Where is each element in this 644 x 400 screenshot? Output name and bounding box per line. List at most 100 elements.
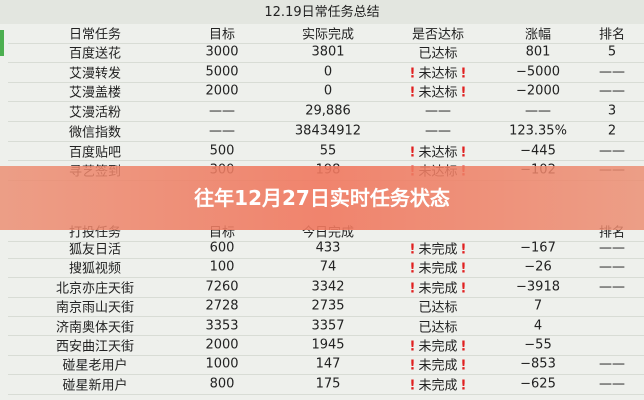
table-cell: —— xyxy=(599,240,625,256)
row-divider xyxy=(8,81,644,83)
table-cell: 碰星新用户 xyxy=(62,378,128,394)
table-title: 12.19日常任务总结 xyxy=(0,0,644,24)
row-divider xyxy=(8,120,644,122)
table-cell: 7 xyxy=(533,298,543,314)
table-cell: 百度贴吧 xyxy=(68,145,122,160)
table-cell: 西安曲江天街 xyxy=(55,339,135,355)
table-cell: 147 xyxy=(315,356,341,372)
table-cell: —— xyxy=(599,83,625,99)
table-cell: 未达标 xyxy=(407,141,470,160)
edge-accent xyxy=(0,30,4,56)
row-divider xyxy=(8,374,644,376)
table-cell: 4 xyxy=(533,318,543,334)
table-cell: 38434912 xyxy=(294,123,362,139)
table-cell: 未完成 xyxy=(407,336,470,355)
table-cell: 微信指数 xyxy=(68,125,122,141)
row-divider xyxy=(8,315,644,317)
table-cell: —— xyxy=(599,356,625,372)
table-cell: 1945 xyxy=(311,337,345,353)
table-cell: 艾漫盖楼 xyxy=(68,85,122,101)
table-cell: 3357 xyxy=(311,318,345,334)
table-cell: —— xyxy=(209,103,235,119)
table-cell: 3342 xyxy=(311,279,345,295)
table-cell: 2000 xyxy=(205,337,239,353)
table-cell: 未达标 xyxy=(407,82,470,101)
table-cell: —— xyxy=(425,103,451,119)
table-cell: 未完成 xyxy=(407,258,470,277)
row-divider xyxy=(8,140,644,142)
table-cell: 未完成 xyxy=(407,277,470,296)
row-divider xyxy=(8,277,644,279)
table-cell: 济南奥体天街 xyxy=(55,320,135,336)
table-cell: 未完成 xyxy=(407,239,470,258)
table-cell: 百度送花 xyxy=(68,46,122,62)
table-cell: 北京亦庄天街 xyxy=(55,281,135,297)
table-cell: 55 xyxy=(319,143,337,158)
table-cell: —— xyxy=(209,123,235,139)
header-cell: 排名 xyxy=(598,27,626,43)
table-cell: 2000 xyxy=(205,83,239,99)
table-cell: −3918 xyxy=(516,279,560,295)
header-cell: 实际完成 xyxy=(301,27,355,43)
banner: 往年12月27日实时任务状态 xyxy=(0,166,644,230)
row-divider xyxy=(8,61,644,63)
table-cell: 801 xyxy=(525,44,551,60)
table-cell: −55 xyxy=(524,337,552,353)
table-cell: 搜狐视频 xyxy=(68,261,122,277)
table-cell: −5000 xyxy=(516,64,560,80)
table-cell: 未完成 xyxy=(407,374,470,393)
row-divider xyxy=(8,335,644,337)
row-divider xyxy=(8,240,644,242)
row-divider xyxy=(8,296,644,298)
table-cell: 0 xyxy=(323,64,333,80)
table-cell: 3 xyxy=(607,103,617,119)
table-cell: 100 xyxy=(209,259,235,275)
table-cell: —— xyxy=(599,143,625,158)
header-cell: 日常任务 xyxy=(68,27,122,43)
row-divider xyxy=(8,101,644,103)
header-cell: 目标 xyxy=(208,27,236,43)
table-cell: 175 xyxy=(315,376,341,392)
table-cell: −2000 xyxy=(516,83,560,99)
table-cell: 已达标 xyxy=(418,320,458,336)
table-cell: 狐友日活 xyxy=(68,242,122,258)
table-cell: 碰星老用户 xyxy=(62,358,128,374)
table-cell: 2735 xyxy=(311,298,345,314)
table-cell: 2 xyxy=(607,123,617,139)
table-cell: 3801 xyxy=(311,44,345,60)
table-cell: −167 xyxy=(520,240,556,256)
row-divider xyxy=(8,42,644,44)
table-cell: —— xyxy=(599,279,625,295)
table-cell: −853 xyxy=(520,356,556,372)
table-cell: 艾漫转发 xyxy=(68,66,122,82)
table-cell: 艾漫活粉 xyxy=(68,105,122,121)
table-cell: 已达标 xyxy=(418,300,458,316)
table-cell: —— xyxy=(599,64,625,80)
table-cell: 123.35% xyxy=(509,123,567,139)
table-cell: 7260 xyxy=(205,279,239,295)
table-cell: 未完成 xyxy=(407,355,470,374)
table-cell: 433 xyxy=(315,240,341,256)
header-cell: 是否达标 xyxy=(411,27,465,43)
row-divider xyxy=(8,354,644,356)
table-cell: —— xyxy=(599,259,625,275)
table-cell: 500 xyxy=(209,143,235,158)
table-cell: −26 xyxy=(524,259,552,275)
table-cell: 3000 xyxy=(205,44,239,60)
table-cell: 南京雨山天街 xyxy=(55,300,135,316)
table-cell: 1000 xyxy=(205,356,239,372)
table-cell: —— xyxy=(425,123,451,139)
row-divider xyxy=(8,257,644,259)
table-cell: −625 xyxy=(520,376,556,392)
table-cell: 未达标 xyxy=(407,62,470,81)
table-cell: 800 xyxy=(209,376,235,392)
header-cell: 涨幅 xyxy=(524,27,552,43)
table-cell: 5 xyxy=(607,44,617,60)
table-cell: −445 xyxy=(520,143,556,158)
row-divider xyxy=(8,393,644,395)
table-cell: 0 xyxy=(323,83,333,99)
table-cell: 74 xyxy=(319,259,337,275)
table-cell: 5000 xyxy=(205,64,239,80)
table-cell: 600 xyxy=(209,240,235,256)
